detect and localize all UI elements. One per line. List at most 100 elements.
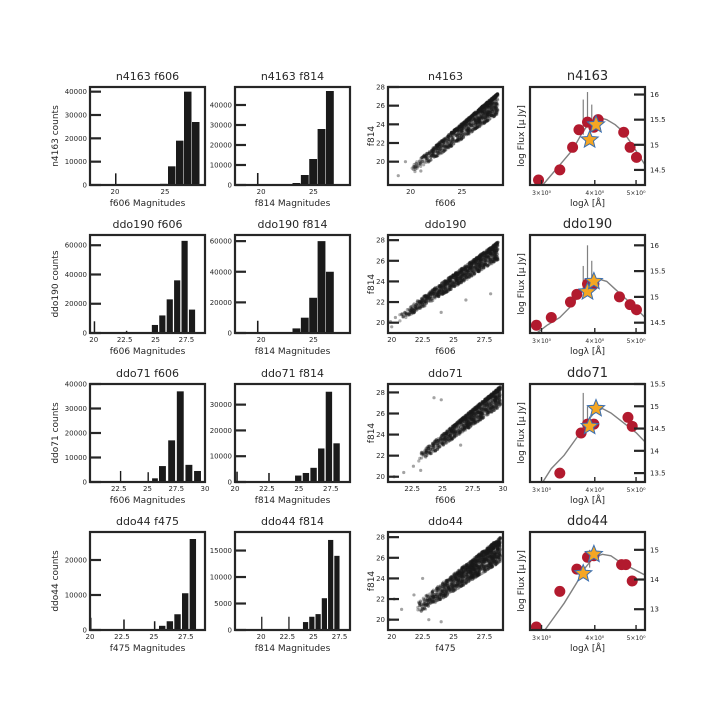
scatter-point bbox=[457, 138, 461, 142]
scatter-point bbox=[464, 120, 468, 124]
scatter-point bbox=[454, 139, 458, 143]
scatter-point bbox=[424, 156, 428, 161]
x-tick-label: 20 bbox=[111, 188, 120, 196]
scatter-point bbox=[467, 117, 471, 122]
scatter-point bbox=[460, 124, 464, 128]
scatter-point bbox=[494, 93, 499, 97]
x-axis-label: f814 Magnitudes bbox=[255, 199, 331, 209]
y-tick-label: 26 bbox=[376, 102, 385, 110]
scatter-point bbox=[492, 105, 496, 109]
scatter-point bbox=[430, 448, 434, 452]
scatter-point bbox=[453, 127, 457, 132]
scatter-point bbox=[414, 303, 418, 307]
scatter-point bbox=[461, 278, 465, 282]
scatter-point bbox=[487, 405, 491, 410]
scatter-point bbox=[482, 117, 486, 121]
panel-title: ddo44 bbox=[428, 515, 463, 528]
scatter-point bbox=[442, 144, 447, 148]
scatter-point bbox=[438, 142, 442, 146]
scatter-point bbox=[438, 140, 442, 144]
y-tick-label: 10000 bbox=[65, 592, 87, 600]
scatter-point bbox=[476, 108, 480, 113]
scatter-point bbox=[486, 100, 490, 104]
scatter-point bbox=[468, 115, 472, 120]
scatter-point bbox=[475, 125, 479, 129]
scatter-point bbox=[466, 121, 471, 126]
scatter-point bbox=[416, 307, 420, 311]
scatter-outlier bbox=[434, 154, 438, 158]
scatter-point bbox=[486, 118, 490, 122]
scatter-point bbox=[438, 140, 442, 144]
scatter-point bbox=[478, 110, 482, 114]
scatter-point bbox=[464, 119, 468, 123]
scatter-point bbox=[458, 421, 462, 425]
scatter-point bbox=[485, 100, 490, 104]
scatter-point bbox=[425, 297, 429, 301]
scatter-point bbox=[491, 260, 495, 264]
scatter-point bbox=[464, 128, 469, 132]
scatter-point bbox=[494, 94, 498, 98]
scatter-point bbox=[477, 120, 481, 124]
scatter-point bbox=[440, 151, 444, 155]
scatter-point bbox=[495, 102, 499, 106]
scatter-point bbox=[478, 107, 482, 111]
scatter-point bbox=[498, 393, 502, 397]
scatter-point bbox=[430, 290, 434, 294]
scatter-point bbox=[486, 115, 490, 119]
scatter-point bbox=[495, 252, 499, 257]
scatter-point bbox=[469, 124, 474, 128]
scatter-point bbox=[485, 100, 490, 104]
scatter-point bbox=[491, 247, 496, 251]
scatter-point bbox=[456, 129, 460, 133]
hist-bar bbox=[93, 321, 96, 333]
scatter-point bbox=[487, 101, 491, 106]
scatter-point bbox=[440, 290, 444, 294]
scatter-point bbox=[482, 103, 487, 107]
scatter-point bbox=[490, 392, 494, 396]
scatter-point bbox=[494, 93, 499, 98]
hist-bar bbox=[147, 472, 149, 482]
scatter-point bbox=[483, 112, 488, 116]
scatter-point bbox=[461, 135, 466, 140]
scatter-point bbox=[454, 133, 458, 138]
panel-title: n4163 bbox=[567, 69, 608, 84]
scatter-point bbox=[494, 94, 498, 98]
scatter-point bbox=[452, 130, 456, 134]
scatter-point bbox=[461, 128, 465, 133]
scatter-point bbox=[483, 119, 487, 123]
scatter-point bbox=[453, 128, 457, 132]
scatter-point bbox=[482, 256, 486, 260]
scatter-point bbox=[484, 104, 488, 108]
scatter-point bbox=[448, 143, 452, 147]
scatter-point bbox=[463, 119, 468, 124]
scatter-point bbox=[474, 119, 478, 123]
scatter-point bbox=[430, 151, 434, 155]
scatter-point bbox=[404, 312, 408, 316]
scatter-point bbox=[462, 268, 466, 272]
x-tick-label: 20 bbox=[257, 633, 266, 641]
y-tick-label: 28 bbox=[376, 237, 385, 245]
scatter-point bbox=[496, 98, 500, 102]
scatter-point bbox=[451, 130, 455, 134]
scatter-point bbox=[462, 126, 466, 130]
y-tick-label: 40000 bbox=[210, 268, 232, 276]
scatter-point bbox=[495, 92, 500, 96]
scatter-point bbox=[471, 114, 475, 119]
x-axis-label: logλ [Å] bbox=[570, 494, 605, 506]
scatter-point bbox=[469, 116, 473, 120]
scatter-point bbox=[469, 114, 474, 119]
hist-bar bbox=[309, 297, 318, 333]
scatter-point bbox=[486, 263, 490, 267]
scatter-point bbox=[474, 118, 479, 122]
plot-area bbox=[392, 385, 503, 479]
scatter-point bbox=[446, 135, 451, 139]
scatter-point bbox=[463, 121, 467, 125]
scatter-point bbox=[440, 139, 444, 143]
scatter-point bbox=[493, 246, 497, 251]
scatter-point bbox=[423, 304, 427, 308]
scatter-point bbox=[476, 108, 480, 112]
x-tick-label: 20 bbox=[387, 336, 396, 344]
y-tick-label: 40000 bbox=[65, 381, 87, 389]
scatter-point bbox=[459, 134, 463, 138]
scatter-point bbox=[446, 135, 450, 139]
